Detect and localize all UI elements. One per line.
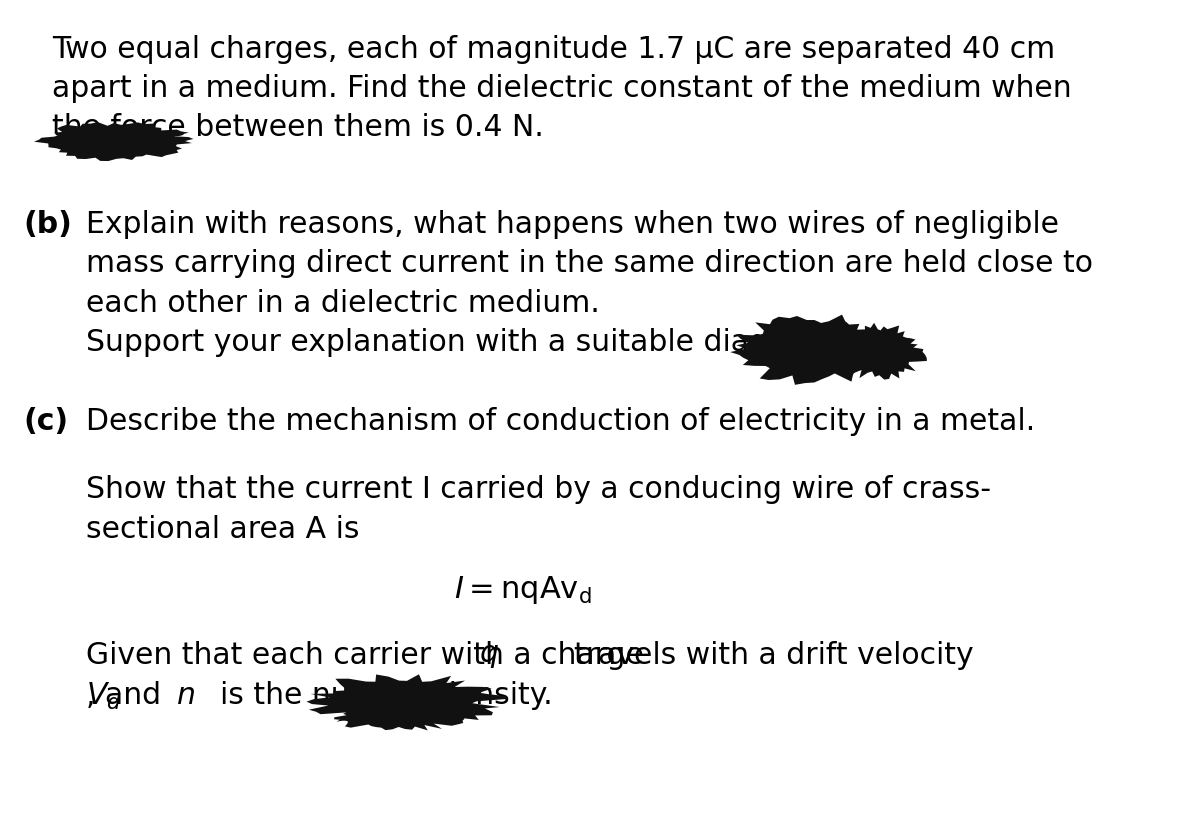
Text: Two equal charges, each of magnitude 1.7 μC are separated 40 cm: Two equal charges, each of magnitude 1.7… [53,35,1056,63]
Text: Support your explanation with a suitable diagram: Support your explanation with a suitable… [86,328,828,357]
Polygon shape [334,695,468,731]
Polygon shape [306,674,508,727]
Text: Show that the current I carried by a conducing wire of crass-: Show that the current I carried by a con… [86,475,991,504]
Text: travels with a drift velocity: travels with a drift velocity [574,641,973,670]
Text: is the number density.: is the number density. [220,681,552,709]
Text: $\mathit{n}$: $\mathit{n}$ [176,681,194,709]
Text: Describe the mechanism of conduction of electricity in a metal.: Describe the mechanism of conduction of … [86,407,1036,436]
Text: mass carrying direct current in the same direction are held close to: mass carrying direct current in the same… [86,249,1093,278]
Text: Explain with reasons, what happens when two wires of negligible: Explain with reasons, what happens when … [86,210,1058,238]
Text: $q$: $q$ [480,641,499,670]
Text: , and: , and [86,681,161,709]
Text: sectional area A is: sectional area A is [86,515,359,543]
Text: Given that each carrier with a charge: Given that each carrier with a charge [86,641,643,670]
Text: apart in a medium. Find the dielectric constant of the medium when: apart in a medium. Find the dielectric c… [53,74,1072,103]
Text: each other in a dielectric medium.: each other in a dielectric medium. [86,289,600,317]
Text: (c): (c) [23,407,68,436]
Text: $I = \mathrm{nqAv_d}$: $I = \mathrm{nqAv_d}$ [455,574,593,606]
Text: (b): (b) [23,210,72,238]
Polygon shape [34,122,193,161]
Polygon shape [730,315,898,385]
Text: the force between them is 0.4 N.: the force between them is 0.4 N. [53,113,545,142]
Text: $\mathit{V}_\mathit{d}$: $\mathit{V}_\mathit{d}$ [86,681,121,712]
Polygon shape [832,323,926,380]
